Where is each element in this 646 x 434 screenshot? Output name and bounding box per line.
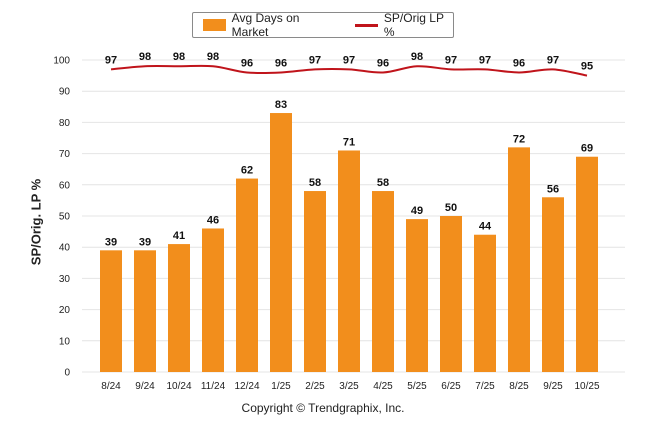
bar[interactable] <box>168 244 190 372</box>
line-value-label: 96 <box>241 57 253 69</box>
bar-value-label: 71 <box>343 136 355 148</box>
line-value-label: 96 <box>275 57 287 69</box>
y-tick-label: 80 <box>59 118 71 129</box>
bar[interactable] <box>508 147 530 372</box>
bar[interactable] <box>406 219 428 372</box>
bar-value-label: 50 <box>445 202 457 214</box>
bar[interactable] <box>338 150 360 372</box>
y-tick-label: 60 <box>59 180 71 191</box>
bar-value-label: 58 <box>309 177 321 189</box>
bar-value-label: 49 <box>411 205 423 217</box>
x-tick-label: 5/25 <box>407 381 427 392</box>
line-value-label: 98 <box>207 51 219 63</box>
x-tick-label: 7/25 <box>475 381 495 392</box>
line-value-label: 95 <box>581 61 593 73</box>
bar-value-label: 62 <box>241 165 253 177</box>
line-value-label: 98 <box>411 51 423 63</box>
bar[interactable] <box>100 250 122 372</box>
y-tick-label: 90 <box>59 87 71 98</box>
y-tick-label: 40 <box>59 243 71 254</box>
bar[interactable] <box>134 250 156 372</box>
bars <box>100 113 598 372</box>
legend-item-bar[interactable]: Avg Days on Market <box>193 11 333 39</box>
line-series-path[interactable] <box>110 64 588 77</box>
line-value-label: 98 <box>173 51 185 63</box>
bar-value-label: 44 <box>479 221 492 233</box>
y-tick-label: 50 <box>59 212 71 223</box>
x-tick-label: 10/24 <box>166 381 191 392</box>
bar[interactable] <box>270 113 292 372</box>
legend-bar-swatch <box>203 19 226 31</box>
x-tick-label: 9/24 <box>135 381 155 392</box>
x-tick-label: 9/25 <box>543 381 563 392</box>
x-tick-label: 6/25 <box>441 381 461 392</box>
line-value-label: 98 <box>139 51 151 63</box>
y-tick-label: 10 <box>59 336 71 347</box>
y-tick-label: 70 <box>59 149 71 160</box>
bar[interactable] <box>474 234 496 372</box>
line-value-label: 96 <box>377 57 389 69</box>
x-tick-label: 2/25 <box>305 381 325 392</box>
bar[interactable] <box>236 178 258 372</box>
data-labels: 39 39 41 46 62 83 58 71 58 49 50 44 72 56 69 97 98 98 98 96… <box>105 51 593 248</box>
line-value-label: 97 <box>343 54 355 66</box>
y-axis-ticks: 0 10 20 30 40 50 60 70 80 90 100 <box>53 56 70 379</box>
bar[interactable] <box>372 191 394 372</box>
line-series <box>110 64 588 77</box>
y-tick-label: 20 <box>59 305 71 316</box>
x-axis-ticks: 8/24 9/24 10/24 11/24 12/24 1/25 2/25 3/25 4/25 5… <box>101 381 600 392</box>
bar[interactable] <box>542 197 564 372</box>
x-tick-label: 10/25 <box>574 381 599 392</box>
bar[interactable] <box>304 191 326 372</box>
line-value-label: 96 <box>513 57 525 69</box>
legend-label-bar: Avg Days on Market <box>231 11 300 39</box>
x-tick-label: 1/25 <box>271 381 291 392</box>
x-tick-label: 4/25 <box>373 381 393 392</box>
bar-value-label: 83 <box>275 99 287 111</box>
line-value-label: 97 <box>547 54 559 66</box>
y-tick-label: 100 <box>53 56 70 67</box>
line-value-label: 97 <box>445 54 457 66</box>
bar-value-label: 72 <box>513 133 525 145</box>
bar-value-label: 39 <box>139 236 151 248</box>
bar-value-label: 58 <box>377 177 389 189</box>
x-tick-label: 8/25 <box>509 381 529 392</box>
bar[interactable] <box>440 216 462 372</box>
y-tick-label: 0 <box>64 368 70 379</box>
bar-value-label: 46 <box>207 214 219 226</box>
line-value-label: 97 <box>105 54 117 66</box>
x-tick-label: 8/24 <box>101 381 121 392</box>
bar-value-label: 69 <box>581 143 593 155</box>
bar[interactable] <box>202 228 224 372</box>
copyright-footer: Copyright © Trendgraphix, Inc. <box>241 401 405 415</box>
bar-value-label: 56 <box>547 183 559 195</box>
legend-item-line[interactable]: SP/Orig LP % <box>333 11 453 39</box>
x-tick-label: 12/24 <box>234 381 259 392</box>
line-value-label: 97 <box>479 54 491 66</box>
x-tick-label: 11/24 <box>201 381 226 392</box>
y-axis-label: SP/Orig. LP % <box>28 178 44 266</box>
legend-label-line: SP/Orig LP % <box>383 11 444 39</box>
line-value-label: 97 <box>309 54 321 66</box>
legend-line-swatch <box>355 23 378 27</box>
legend: Avg Days on Market SP/Orig LP % <box>192 11 454 39</box>
x-tick-label: 3/25 <box>339 381 359 392</box>
bar[interactable] <box>576 156 598 372</box>
bar-value-label: 39 <box>105 236 117 248</box>
y-tick-label: 30 <box>59 274 71 285</box>
bar-value-label: 41 <box>173 230 185 242</box>
